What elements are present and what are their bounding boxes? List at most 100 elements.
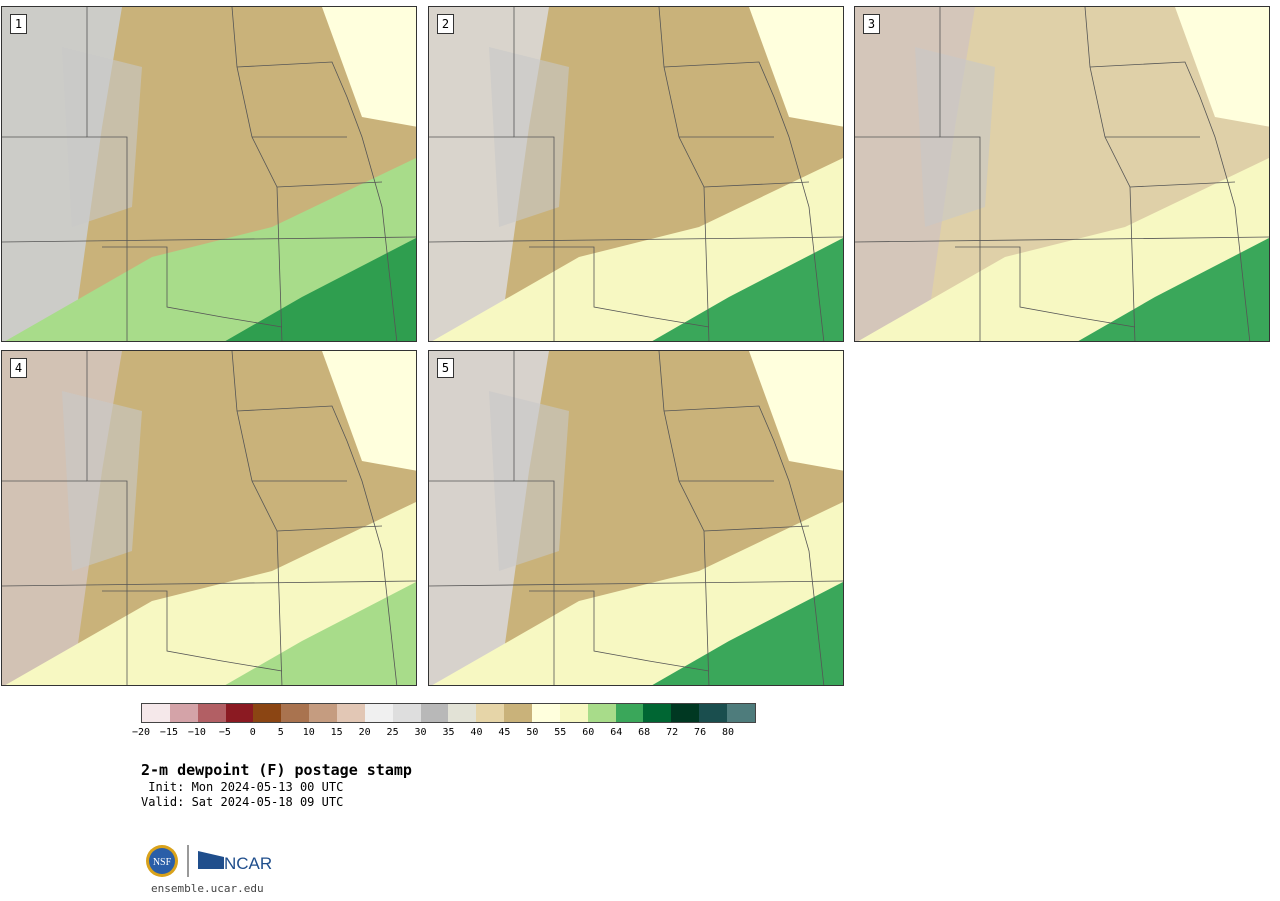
northeast-region: [749, 351, 843, 471]
state-border: [236, 61, 398, 341]
colorbar-tick-label: 0: [249, 727, 256, 738]
state-border: [2, 236, 416, 243]
panel-label: 3: [863, 14, 880, 34]
state-border: [955, 246, 1136, 328]
dewpoint-map: [429, 7, 843, 341]
colorbar-ticks: −20 −15 −10 −5 0 5 10 15 20 25 30 35 40 45 50 55 60 64 68 7…: [132, 727, 756, 741]
northeast-region: [322, 351, 416, 471]
colorbar-tick-label: −5: [218, 727, 231, 738]
state-border: [703, 525, 810, 532]
logo-graphic: NSF NCAR: [146, 845, 272, 877]
colorbar-swatch: [281, 704, 310, 722]
state-border: [429, 236, 843, 243]
colorbar-swatch: [364, 704, 393, 722]
colorbar-tick-label: 68: [638, 727, 651, 738]
colorbar-tick-label: −10: [187, 727, 206, 738]
colorbar-tick-label: 55: [554, 727, 567, 738]
colorbar-tick-label: 35: [442, 727, 455, 738]
colorbar-swatch: [671, 704, 700, 722]
gulf-moist-region: [225, 582, 416, 685]
state-border: [276, 525, 383, 532]
state-border: [513, 7, 555, 247]
colorbar-tick-label: 10: [302, 727, 315, 738]
dewpoint-map: [2, 351, 416, 685]
northeast-region: [322, 7, 416, 127]
state-border: [429, 580, 843, 587]
state-border: [529, 246, 710, 328]
gulf-moist-region: [652, 582, 843, 685]
state-border: [2, 580, 416, 587]
state-border: [703, 181, 810, 188]
colorbar-tick-label: 40: [470, 727, 483, 738]
state-border: [855, 236, 1269, 243]
map-panel-4: 4: [1, 350, 417, 686]
dewpoint-map: [429, 351, 843, 685]
state-border: [939, 7, 981, 247]
chart-title: 2-m dewpoint (F) postage stamp: [141, 761, 412, 779]
colorbar-tick-label: 45: [498, 727, 511, 738]
colorbar-swatch: [559, 704, 588, 722]
colorbar-tick-label: −20: [131, 727, 151, 738]
dewpoint-map: [855, 7, 1269, 341]
dewpoint-map: [2, 7, 416, 341]
colorbar-tick-label: 50: [526, 727, 539, 738]
state-border: [1129, 181, 1236, 188]
colorbar-swatch: [225, 704, 254, 722]
ncar-text: NCAR: [224, 854, 272, 873]
colorbar-tick-label: 72: [666, 727, 679, 738]
site-url: ensemble.ucar.edu: [151, 882, 264, 895]
map-panel-2: 2: [428, 6, 844, 342]
colorbar-swatch: [392, 704, 421, 722]
panel-label: 5: [437, 358, 454, 378]
colorbar-tick-label: 20: [358, 727, 371, 738]
colorbar-tick-label: 76: [694, 727, 707, 738]
colorbar-swatch: [309, 704, 338, 722]
gulf-moist-region: [225, 238, 416, 341]
colorbar-swatch: [476, 704, 505, 722]
colorbar-tick-label: 5: [277, 727, 284, 738]
colorbar-tick-label: 30: [414, 727, 427, 738]
map-panel-1: 1: [1, 6, 417, 342]
northeast-region: [1175, 7, 1269, 127]
colorbar-tick-label: 64: [610, 727, 623, 738]
colorbar-swatch: [253, 704, 282, 722]
colorbar-swatch: [420, 704, 449, 722]
colorbar-tick-label: 15: [330, 727, 343, 738]
state-border: [102, 246, 283, 328]
panel-label: 4: [10, 358, 27, 378]
colorbar-tick-label: 60: [582, 727, 595, 738]
map-panel-3: 3: [854, 6, 1270, 342]
colorbar-swatch: [169, 704, 198, 722]
map-panel-5: 5: [428, 350, 844, 686]
panel-label: 1: [10, 14, 27, 34]
state-border: [1089, 61, 1251, 341]
state-border: [276, 181, 383, 188]
colorbar-swatch: [532, 704, 560, 722]
state-border: [663, 61, 825, 341]
colorbar-tick-label: 25: [386, 727, 399, 738]
state-border: [86, 351, 128, 591]
state-border: [102, 590, 283, 672]
state-border: [529, 590, 710, 672]
colorbar-tick-label: −15: [159, 727, 178, 738]
gulf-moist-region: [1078, 238, 1269, 341]
colorbar-swatch: [587, 704, 616, 722]
nsf-text: NSF: [153, 857, 172, 868]
northeast-region: [749, 7, 843, 127]
colorbar-swatch: [643, 704, 672, 722]
valid-time: Valid: Sat 2024-05-18 09 UTC: [141, 795, 344, 809]
state-border: [513, 351, 555, 591]
colorbar-swatch: [197, 704, 226, 722]
colorbar-tick-label: 80: [722, 727, 735, 738]
colorbar-swatch: [615, 704, 644, 722]
panel-label: 2: [437, 14, 454, 34]
state-border: [86, 7, 128, 247]
state-border: [236, 405, 398, 685]
colorbar: [141, 703, 756, 723]
colorbar-swatch: [699, 704, 728, 722]
colorbar-swatch: [142, 704, 170, 722]
colorbar-swatch: [504, 704, 533, 722]
nsf-ncar-logo: NSF NCAR: [144, 843, 274, 879]
init-time: Init: Mon 2024-05-13 00 UTC: [141, 780, 344, 794]
gulf-moist-region: [652, 238, 843, 341]
